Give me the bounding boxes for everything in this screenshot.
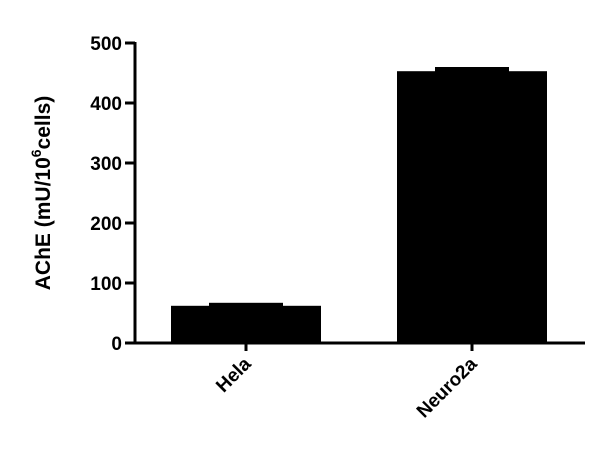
y-tick-label: 300: [90, 154, 122, 175]
y-tick-label: 0: [111, 334, 122, 355]
x-tick-label: Neuro2a: [413, 353, 482, 422]
bar-hela: [171, 305, 321, 343]
error-bar-neuro2a: [435, 67, 509, 73]
x-tick-label: Hela: [212, 353, 256, 397]
error-bar-hela: [209, 302, 283, 307]
y-tick-label: 500: [90, 34, 122, 55]
y-axis-label: AChE (mU/106cells): [28, 96, 55, 291]
y-tick-label: 100: [90, 274, 122, 295]
bar-neuro2a: [397, 71, 547, 343]
y-tick-label: 200: [90, 214, 122, 235]
y-tick-label: 400: [90, 94, 122, 115]
